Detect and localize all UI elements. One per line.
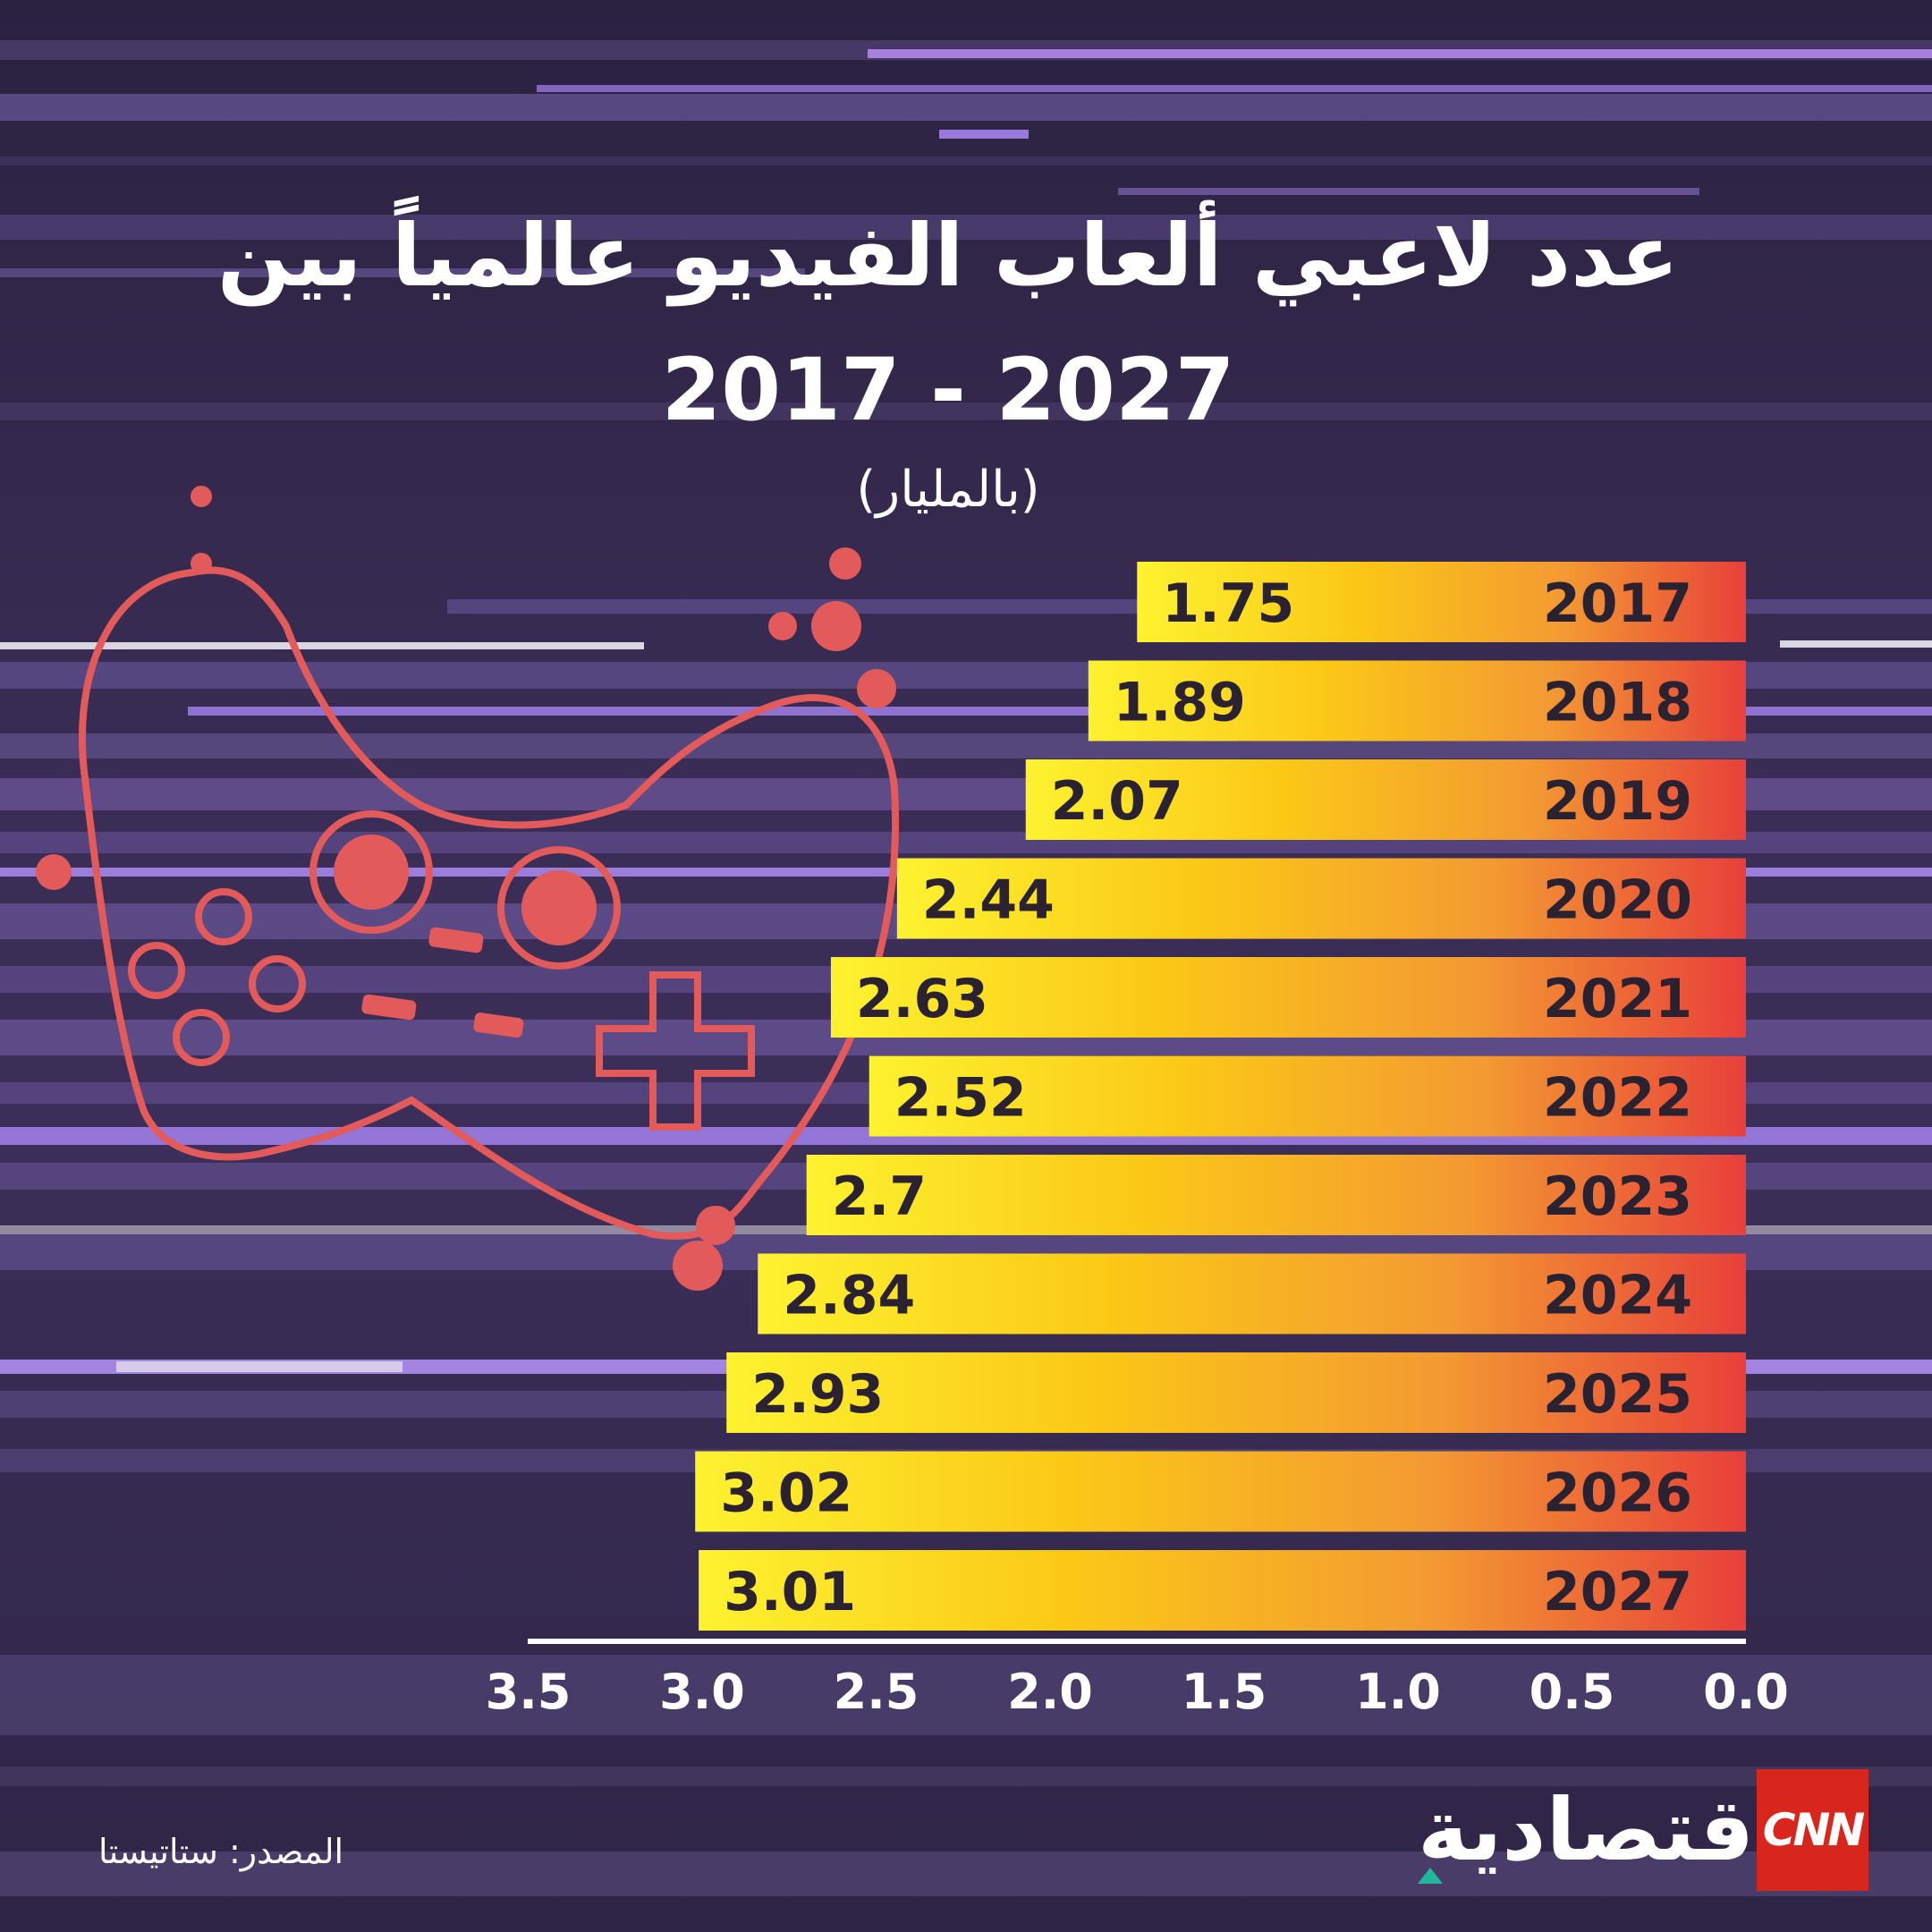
gamepad-icon: [79, 566, 900, 1240]
bar-group: 2027 3.01: [699, 1550, 1746, 1631]
x-axis-line: [528, 1639, 1746, 1644]
bar: [806, 1155, 1747, 1235]
data-label: 2.07: [1051, 770, 1183, 833]
chart-title-years: 2017 - 2027: [661, 340, 1235, 440]
bar-group: 2018 1.89: [1088, 660, 1746, 741]
bar-group: 2024 2.84: [758, 1253, 1746, 1335]
category-label: 2023: [1543, 1165, 1692, 1228]
bar: [726, 1352, 1746, 1433]
chart-title: عدد لاعبي ألعاب الفيديو عالمياً بين: [216, 206, 1680, 306]
data-label: 2.84: [783, 1265, 915, 1327]
bar-group: 2017 1.75: [1137, 562, 1746, 642]
bar-group: 2022 2.52: [869, 1055, 1746, 1137]
x-tick-label: 3.5: [486, 1664, 572, 1720]
cnn-logo-text: CNN: [1762, 1804, 1865, 1856]
x-tick-label: 2.0: [1007, 1664, 1093, 1720]
data-label: 2.7: [832, 1165, 927, 1228]
data-label: 2.63: [856, 968, 988, 1030]
category-label: 2024: [1543, 1265, 1692, 1327]
data-label: 2.52: [894, 1067, 1027, 1130]
category-label: 2022: [1543, 1067, 1692, 1130]
category-label: 2026: [1543, 1462, 1692, 1525]
bar-group: 2026 3.02: [695, 1451, 1746, 1532]
bar: [699, 1550, 1746, 1631]
gamepad-decor: [36, 486, 896, 1291]
data-label: 3.01: [724, 1561, 856, 1623]
bar-group: 2019 2.07: [1025, 759, 1746, 840]
data-label: 2.93: [751, 1363, 884, 1426]
bar: [695, 1451, 1746, 1532]
cnn-logo: CNN: [1757, 1769, 1868, 1891]
category-label: 2017: [1543, 572, 1692, 635]
x-tick-label: 2.5: [834, 1664, 919, 1720]
data-label: 1.89: [1114, 672, 1246, 734]
x-tick-label: 0.5: [1530, 1664, 1615, 1720]
bar: [869, 1055, 1746, 1137]
category-label: 2025: [1543, 1363, 1692, 1426]
data-label: 2.44: [922, 869, 1055, 932]
x-tick-label: 1.5: [1182, 1664, 1267, 1720]
category-label: 2020: [1543, 869, 1692, 932]
source-note: المصدر: ستاتيستا: [98, 1832, 344, 1871]
bar: [830, 957, 1746, 1038]
bar-group: 2025 2.93: [726, 1352, 1746, 1433]
bar: [1137, 562, 1746, 642]
category-label: 2019: [1543, 770, 1692, 833]
bar: [758, 1253, 1746, 1335]
data-label: 3.02: [720, 1462, 852, 1525]
bar-group: 2021 2.63: [830, 957, 1746, 1038]
bar-group: 2020 2.44: [896, 858, 1746, 939]
bar: [896, 858, 1746, 939]
data-label: 1.75: [1162, 572, 1294, 635]
x-tick-label: 1.0: [1355, 1664, 1441, 1720]
bar: [1025, 759, 1746, 840]
x-tick-label: 0.0: [1703, 1664, 1789, 1720]
category-label: 2018: [1543, 672, 1692, 734]
category-label: 2027: [1543, 1561, 1692, 1623]
bar: [1088, 660, 1746, 741]
unit-note: (بالمليار): [856, 461, 1040, 519]
brand-triangle-icon: [1418, 1868, 1443, 1884]
category-label: 2021: [1543, 968, 1692, 1030]
x-tick-label: 3.0: [659, 1664, 745, 1720]
bar-group: 2023 2.7: [806, 1155, 1747, 1235]
